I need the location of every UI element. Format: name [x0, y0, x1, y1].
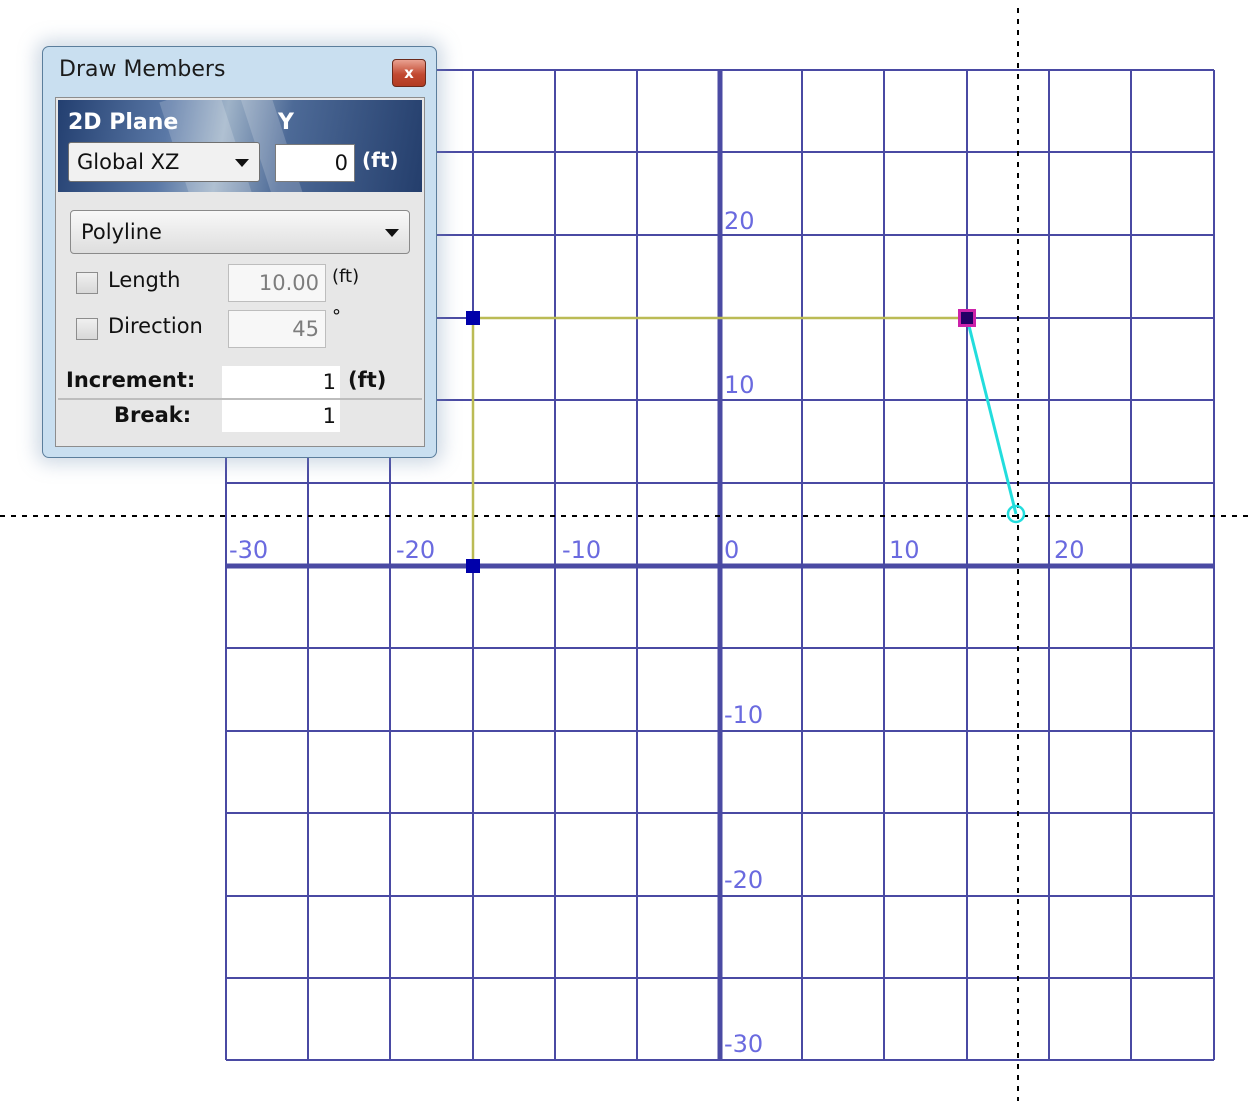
draw-mode-select[interactable]: Polyline: [70, 210, 410, 254]
break-label: Break:: [114, 403, 192, 427]
x-axis-tick-label: -10: [562, 536, 601, 564]
length-label: Length: [108, 268, 181, 292]
coord-input[interactable]: 0: [275, 144, 355, 182]
x-axis-tick-label: 20: [1054, 536, 1085, 564]
close-icon: x: [404, 64, 414, 82]
y-axis-tick-label: -20: [724, 866, 763, 894]
plane-select-value: Global XZ: [77, 150, 180, 174]
grid-lines: [225, 69, 1215, 1061]
node-selected-core[interactable]: [961, 312, 973, 324]
separator: [58, 398, 422, 400]
plane-panel: 2D Plane Y Global XZ 0 (ft): [58, 100, 422, 192]
length-unit: (ft): [332, 266, 360, 287]
direction-input[interactable]: 45: [228, 310, 326, 348]
dialog-title: Draw Members: [59, 57, 226, 82]
node[interactable]: [466, 311, 480, 325]
cursor-node[interactable]: [1006, 504, 1026, 524]
y-axis-tick-label: -30: [724, 1030, 763, 1058]
y-axis-tick-label: 20: [724, 207, 755, 235]
plane-label: 2D Plane: [68, 110, 179, 135]
coord-label: Y: [278, 110, 294, 135]
y-axis-tick-label: -10: [724, 701, 763, 729]
x-axis-tick-label: -30: [229, 536, 268, 564]
length-checkbox[interactable]: [76, 272, 98, 294]
axis-labels: -30 -20 -10 0 10 20 20 10 -10 -20 -30: [229, 207, 1085, 1058]
dialog-body: 2D Plane Y Global XZ 0 (ft) Polyline Len…: [55, 97, 425, 447]
break-input[interactable]: 1: [222, 400, 340, 432]
chevron-down-icon: [235, 159, 249, 167]
draw-mode-value: Polyline: [81, 220, 162, 244]
length-input[interactable]: 10.00: [228, 264, 326, 302]
member-line[interactable]: [965, 317, 1018, 515]
increment-label: Increment:: [66, 368, 196, 392]
direction-unit: °: [332, 306, 341, 327]
x-axis-tick-label: -20: [396, 536, 435, 564]
increment-unit: (ft): [348, 368, 387, 392]
plane-select[interactable]: Global XZ: [68, 142, 260, 182]
increment-input[interactable]: 1: [222, 366, 340, 398]
direction-label: Direction: [108, 314, 203, 338]
x-axis-tick-label: 0: [724, 536, 739, 564]
draw-members-dialog: Draw Members x 2D Plane Y Global XZ 0 (f…: [42, 46, 437, 458]
y-axis-tick-label: 10: [724, 371, 755, 399]
coord-unit: (ft): [362, 148, 399, 172]
guide-lines: [0, 8, 1254, 1101]
node[interactable]: [466, 559, 480, 573]
direction-checkbox[interactable]: [76, 318, 98, 340]
x-axis-tick-label: 10: [889, 536, 920, 564]
chevron-down-icon: [385, 229, 399, 237]
members[interactable]: [466, 309, 1026, 573]
close-button[interactable]: x: [392, 59, 426, 87]
